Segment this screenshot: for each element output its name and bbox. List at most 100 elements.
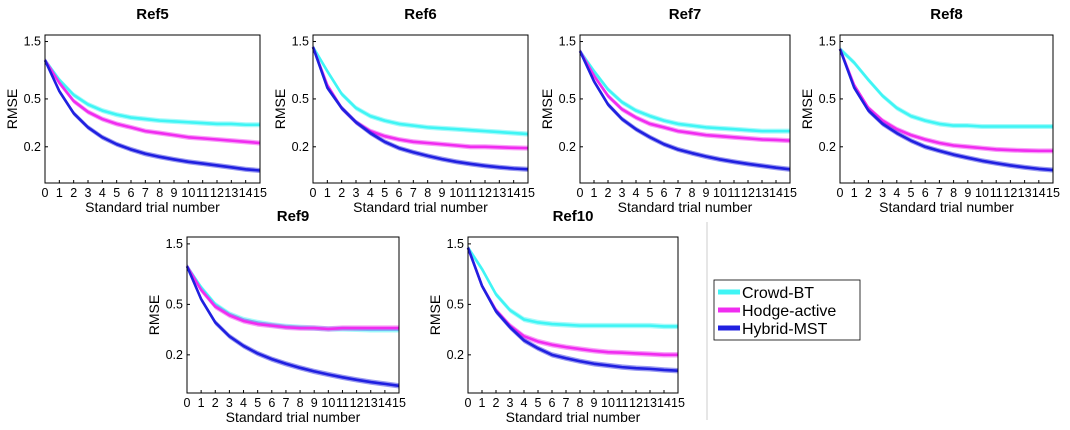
legend-label-hybrid-mst: Hybrid-MST (742, 321, 828, 338)
x-tick-label: 11 (990, 186, 1003, 200)
x-tick-label: 3 (85, 186, 92, 200)
series-band-hybrid-mst (580, 48, 790, 172)
x-tick-label: 5 (254, 396, 261, 410)
y-axis-label: RMSE (427, 295, 443, 335)
x-tick-label: 12 (210, 186, 224, 200)
x-tick-label: 15 (521, 186, 535, 200)
x-tick-label: 9 (703, 186, 710, 200)
chart-title: Ref10 (553, 208, 594, 225)
x-tick-label: 2 (338, 186, 345, 200)
y-tick-label: 0.5 (166, 297, 183, 311)
y-tick-label: 0.2 (447, 348, 464, 362)
x-tick-label: 14 (378, 396, 392, 410)
x-tick-label: 15 (671, 396, 685, 410)
axes-box (312, 34, 529, 184)
y-tick-label: 0.5 (819, 92, 836, 106)
y-tick-label: 1.5 (166, 237, 183, 251)
y-axis-label: RMSE (272, 89, 288, 129)
x-tick-label: 12 (478, 186, 492, 200)
y-tick-label: 0.2 (819, 140, 836, 154)
series-line-hodge-active (466, 247, 678, 357)
x-tick-label: 9 (591, 396, 598, 410)
x-axis-label: Standard trial number (353, 199, 488, 215)
series-band-crowd-bt (187, 263, 399, 333)
x-tick-label: 6 (396, 186, 403, 200)
x-tick-label: 0 (577, 186, 584, 200)
x-tick-label: 3 (507, 396, 514, 410)
x-tick-label: 9 (964, 186, 971, 200)
x-tick-label: 1 (479, 396, 486, 410)
x-tick-label: 15 (1046, 186, 1060, 200)
series-line-crowd-bt (185, 265, 399, 332)
x-tick-label: 7 (936, 186, 943, 200)
x-tick-label: 5 (535, 396, 542, 410)
x-tick-label: 10 (975, 186, 989, 200)
x-tick-label: 7 (142, 186, 149, 200)
x-tick-label: 14 (1032, 186, 1046, 200)
chart-title: Ref6 (404, 6, 437, 23)
x-tick-label: 8 (577, 396, 584, 410)
x-tick-label: 5 (908, 186, 915, 200)
series-line-hodge-active (578, 50, 791, 142)
x-tick-label: 3 (353, 186, 360, 200)
y-tick-label: 1.5 (819, 35, 836, 49)
series-line-hybrid-mst (466, 247, 679, 372)
x-tick-label: 1 (198, 396, 205, 410)
series-band-hybrid-mst (313, 44, 528, 172)
y-tick-label: 0.2 (559, 140, 576, 154)
x-tick-label: 15 (392, 396, 406, 410)
chart-title: Ref7 (669, 6, 702, 23)
axes-box (839, 34, 1054, 184)
x-tick-label: 4 (893, 186, 900, 200)
axes-box (579, 34, 791, 184)
x-tick-label: 15 (783, 186, 797, 200)
x-tick-label: 10 (181, 186, 195, 200)
x-tick-label: 11 (336, 396, 349, 410)
x-tick-label: 2 (212, 396, 219, 410)
x-tick-label: 15 (253, 186, 267, 200)
x-tick-label: 13 (643, 396, 657, 410)
x-tick-label: 13 (224, 186, 238, 200)
series-band-hybrid-mst (187, 263, 399, 389)
x-tick-label: 2 (605, 186, 612, 200)
x-tick-label: 14 (239, 186, 253, 200)
y-tick-label: 0.5 (24, 92, 41, 106)
series-line-hodge-active (43, 59, 261, 145)
series-band-hodge-active (468, 245, 678, 358)
series-line-hodge-active (185, 265, 399, 331)
x-axis-label: Standard trial number (506, 409, 641, 425)
x-tick-label: 6 (922, 186, 929, 200)
x-tick-label: 0 (465, 396, 472, 410)
x-tick-label: 11 (616, 396, 629, 410)
x-tick-label: 8 (950, 186, 957, 200)
x-axis-label: Standard trial number (85, 199, 220, 215)
x-tick-label: 1 (324, 186, 331, 200)
x-tick-label: 14 (657, 396, 671, 410)
series-band-crowd-bt (840, 46, 1053, 130)
x-tick-label: 5 (381, 186, 388, 200)
x-tick-label: 0 (42, 186, 49, 200)
legend-label-crowd-bt: Crowd-BT (742, 285, 814, 302)
y-axis-label: RMSE (146, 295, 162, 335)
y-tick-label: 1.5 (292, 35, 309, 49)
y-tick-label: 0.5 (292, 92, 309, 106)
x-axis-label: Standard trial number (226, 409, 361, 425)
series-line-hybrid-mst (578, 50, 791, 171)
x-tick-label: 2 (865, 186, 872, 200)
y-tick-label: 1.5 (447, 237, 464, 251)
x-tick-label: 10 (321, 396, 335, 410)
series-line-crowd-bt (466, 246, 678, 328)
series-line-hybrid-mst (311, 46, 529, 171)
series-line-crowd-bt (839, 48, 1053, 128)
axes-box (467, 236, 679, 394)
y-tick-label: 0.2 (292, 140, 309, 154)
x-tick-label: 4 (521, 396, 528, 410)
x-tick-label: 12 (1003, 186, 1017, 200)
x-tick-label: 3 (879, 186, 886, 200)
x-tick-label: 3 (619, 186, 626, 200)
